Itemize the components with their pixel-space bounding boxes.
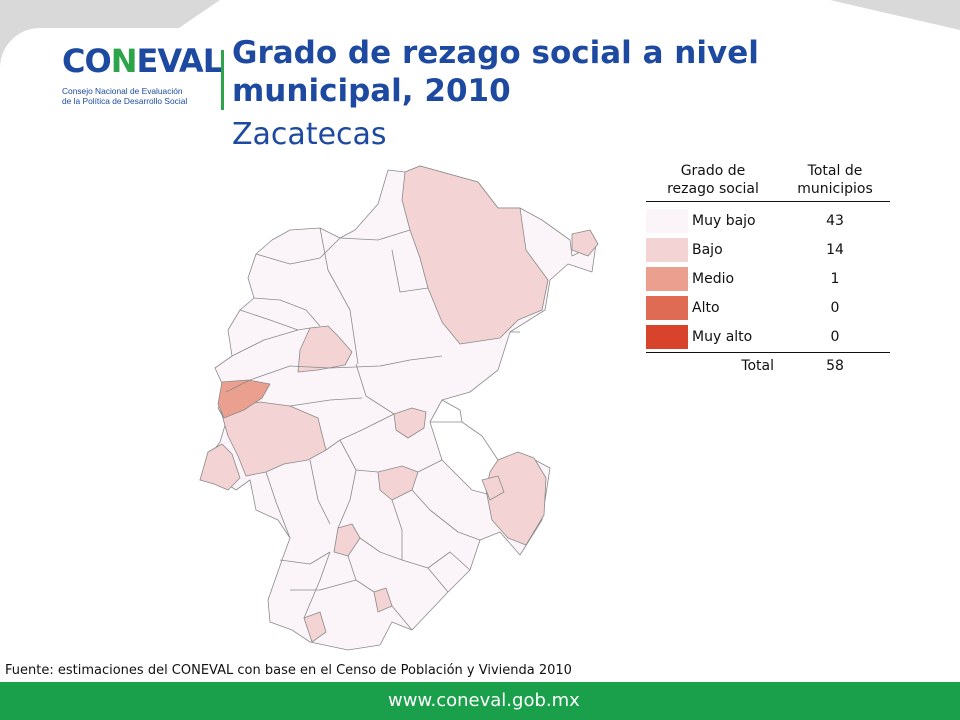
logo-wordmark: CONEVAL	[62, 42, 223, 80]
state-subtitle: Zacatecas	[232, 117, 387, 152]
footer-bar: www.coneval.gob.mx	[0, 682, 960, 720]
legend-count: 0	[830, 299, 840, 316]
legend-swatch	[646, 295, 688, 320]
municipio-bajo-central	[393, 407, 427, 439]
legend-label: Alto	[692, 299, 720, 316]
municipio-bajo-east-small	[481, 475, 505, 501]
zacatecas-municipal-map	[199, 165, 599, 651]
municipio-bajo-north	[401, 165, 549, 345]
legend-col-grado: Grado de rezago social	[646, 162, 780, 198]
logo-line-1: Consejo Nacional de Evaluación	[62, 86, 183, 96]
municipio-bajo-west-center	[297, 325, 353, 373]
legend-label: Medio	[692, 270, 735, 287]
municipio-bajo-southwest	[199, 443, 241, 491]
legend-row-bajo: Bajo 14	[646, 235, 890, 264]
page-title: Grado de rezago social a nivel municipal…	[232, 34, 759, 110]
corner-decoration-right	[830, 0, 960, 30]
legend-row-medio: Medio 1	[646, 264, 890, 293]
legend-col2-line2: municipios	[797, 181, 873, 197]
legend-total-count: 58	[826, 358, 844, 374]
legend-col1-line1: Grado de	[680, 163, 746, 179]
legend-count: 43	[826, 212, 844, 229]
municipio-bajo-south-center	[333, 523, 361, 557]
legend-row-muy-alto: Muy alto 0	[646, 322, 890, 351]
legend-swatch	[646, 266, 688, 291]
title-line-1: Grado de rezago social a nivel	[232, 35, 759, 71]
legend-table: Grado de rezago social Total de municipi…	[646, 162, 890, 379]
legend-swatch	[646, 324, 688, 349]
municipio-bajo-west	[219, 401, 327, 477]
logo-subtitle: Consejo Nacional de Evaluación de la Pol…	[62, 86, 187, 106]
legend-row-alto: Alto 0	[646, 293, 890, 322]
source-note: Fuente: estimaciones del CONEVAL con bas…	[5, 663, 572, 678]
legend-col-total: Total de municipios	[780, 162, 890, 198]
municipio-bajo-south-2	[303, 611, 327, 643]
legend-col2-line1: Total de	[807, 163, 863, 179]
legend-total-label: Total	[741, 358, 774, 374]
legend-count: 14	[826, 241, 844, 258]
legend-label: Muy bajo	[692, 212, 756, 229]
legend-label: Bajo	[692, 241, 723, 258]
legend-swatch	[646, 208, 688, 233]
footer-url-link[interactable]: www.coneval.gob.mx	[388, 690, 580, 711]
legend-header: Grado de rezago social Total de municipi…	[646, 162, 890, 202]
coneval-logo: CONEVAL Consejo Nacional de Evaluación d…	[60, 42, 223, 112]
legend-total-row: Total 58	[646, 352, 890, 379]
logo-line-2: de la Política de Desarrollo Social	[62, 96, 188, 106]
legend-row-muy-bajo: Muy bajo 43	[646, 206, 890, 235]
legend-count: 1	[830, 270, 840, 287]
legend-col1-line2: rezago social	[667, 181, 759, 197]
municipio-bajo-northeast-tip	[571, 229, 599, 257]
legend-count: 0	[830, 328, 840, 345]
legend-swatch	[646, 237, 688, 262]
title-line-2: municipal, 2010	[232, 73, 511, 109]
title-divider	[221, 50, 224, 110]
legend-label: Muy alto	[692, 328, 753, 345]
